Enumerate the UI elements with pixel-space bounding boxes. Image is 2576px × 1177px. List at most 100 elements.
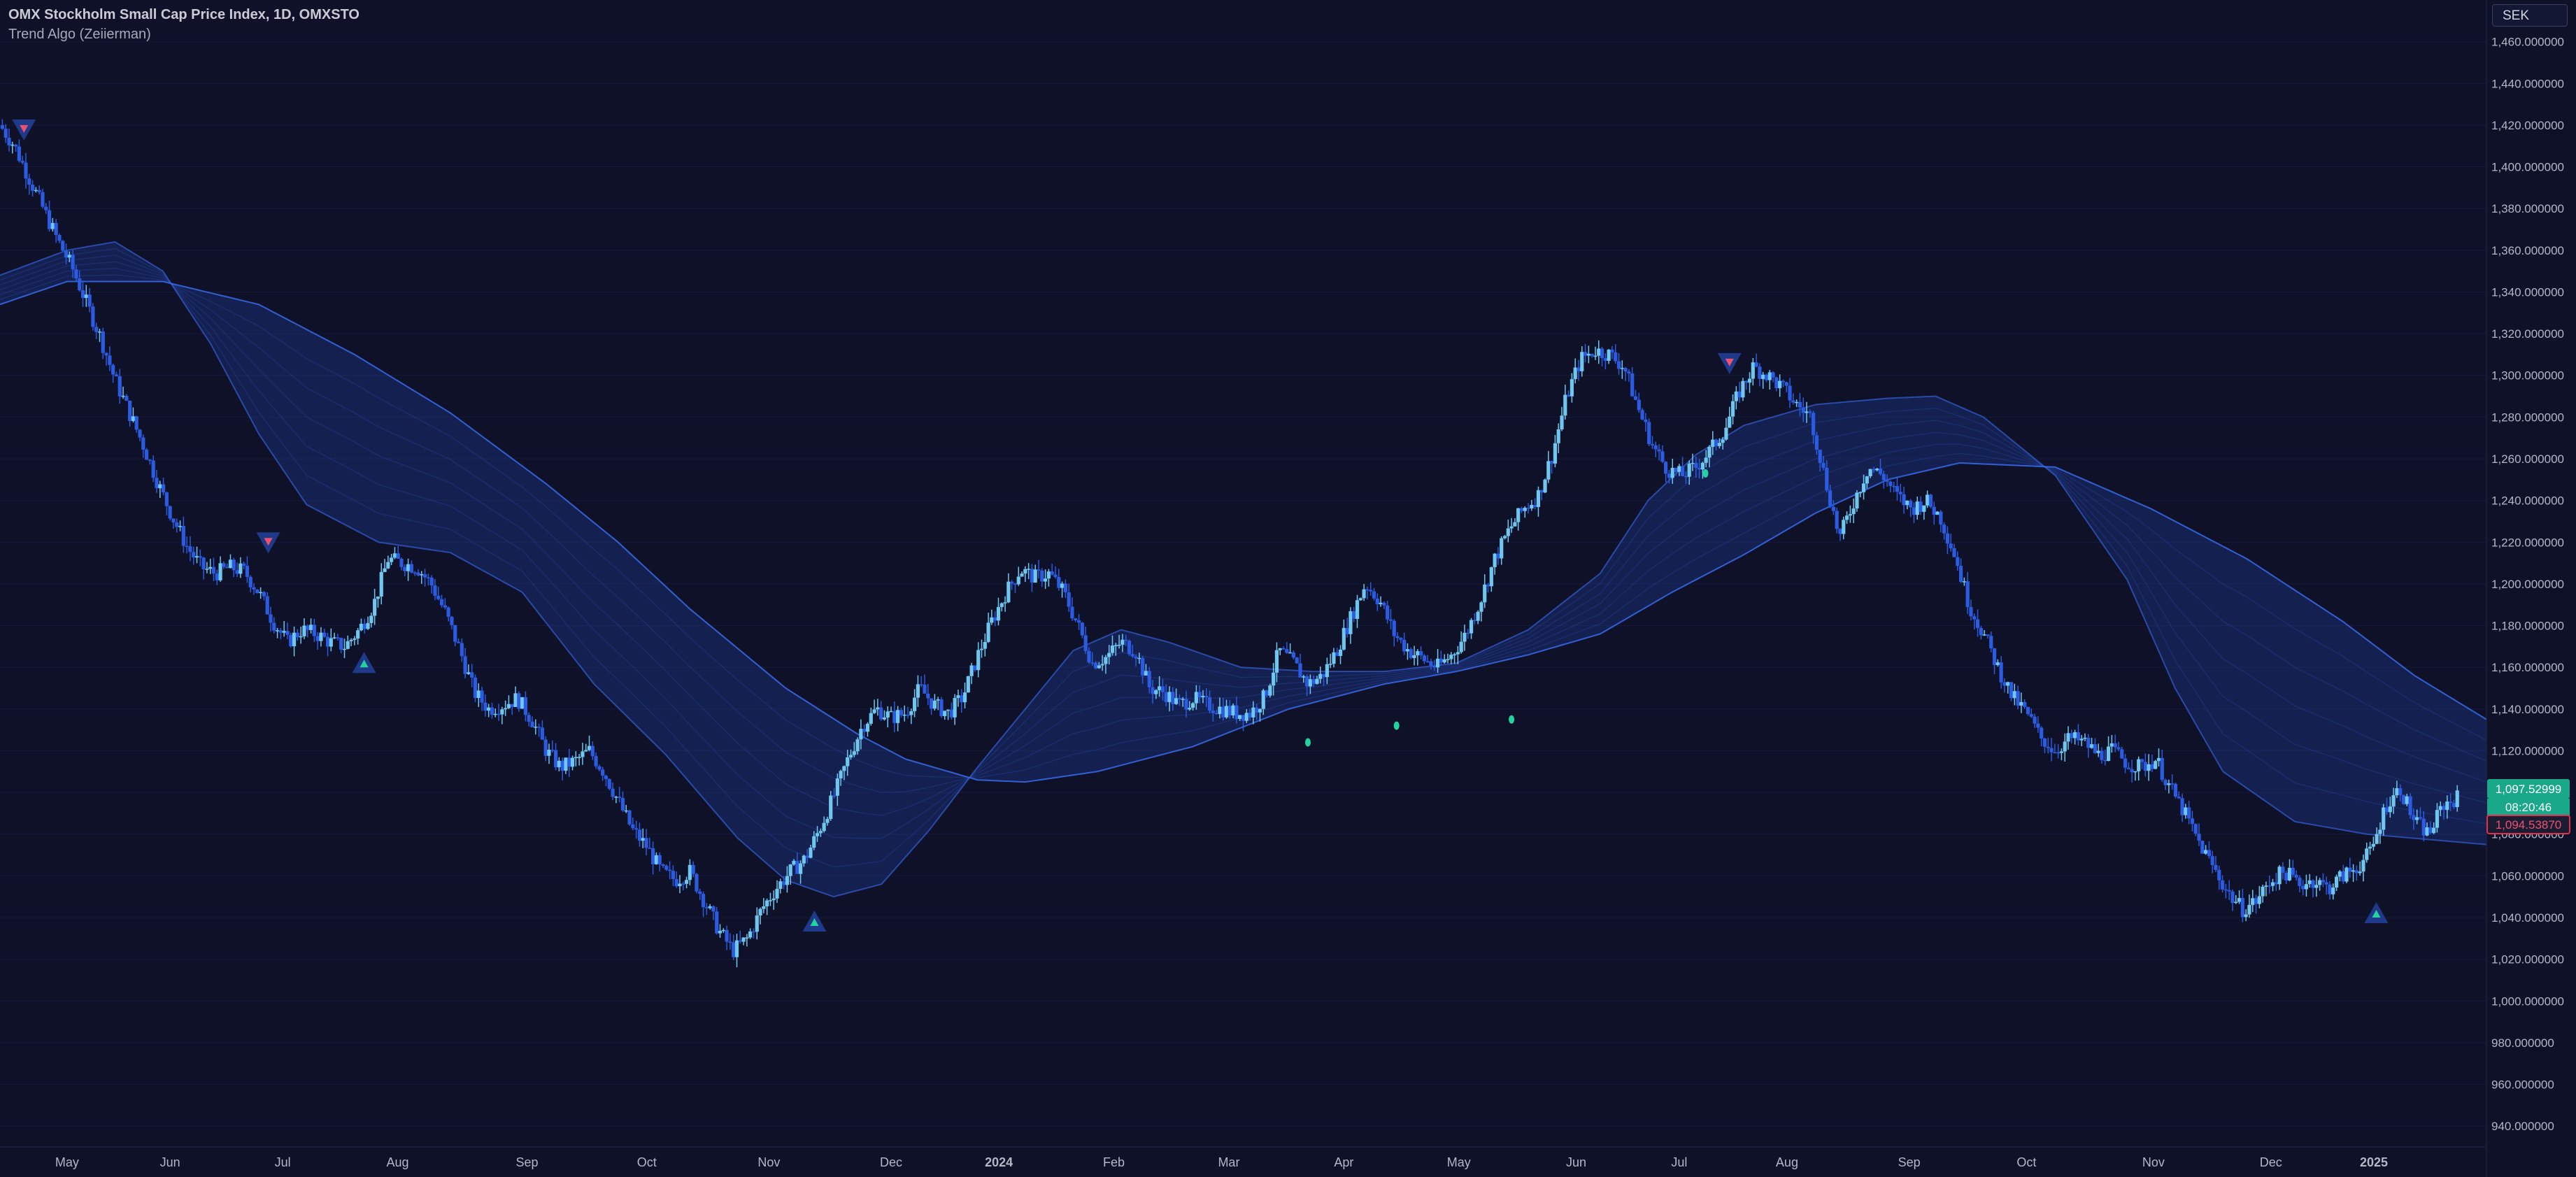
candle-body xyxy=(1513,522,1517,527)
candle-body xyxy=(201,557,206,569)
candle-body xyxy=(2147,764,2151,771)
candle-body xyxy=(164,492,169,506)
candle-body xyxy=(1486,584,1490,587)
candle-body xyxy=(2375,834,2379,844)
time-axis[interactable]: May Jun Jul Aug Sep Oct Nov Dec 2024 Feb Mar Apr May… xyxy=(55,1155,2388,1169)
candle-body xyxy=(1851,508,1856,515)
candle-body xyxy=(1117,644,1121,646)
candle-body xyxy=(2190,818,2195,825)
currency-button[interactable]: SEK xyxy=(2492,4,2568,27)
candle-body xyxy=(215,573,219,580)
sell-signal-icon xyxy=(264,538,273,546)
candle-body xyxy=(78,278,82,290)
indicator-legend[interactable]: Trend Algo (Zeiierman) xyxy=(8,27,151,42)
candle-body xyxy=(232,559,236,571)
candle-body xyxy=(158,484,162,489)
candle-body xyxy=(379,571,383,597)
candle-body xyxy=(1536,490,1541,508)
candle-body xyxy=(1694,462,1698,468)
candle-body xyxy=(567,757,571,767)
candle-body xyxy=(1892,485,1896,487)
candle-body xyxy=(695,873,699,892)
candle-body xyxy=(1332,652,1336,664)
candle-body xyxy=(1844,515,1849,520)
candle-body xyxy=(2103,759,2107,762)
candle-body xyxy=(2009,682,2014,699)
candle-body xyxy=(2421,818,2426,836)
candle-body xyxy=(1526,508,1530,509)
candle-body xyxy=(2180,798,2184,815)
candle-body xyxy=(1241,715,1246,721)
candle-body xyxy=(1375,598,1379,604)
candle-body xyxy=(1660,451,1665,462)
candle-body xyxy=(1154,690,1158,694)
candle-body xyxy=(2408,796,2412,815)
candle-body xyxy=(1956,557,1960,566)
candle-body xyxy=(1372,591,1376,599)
candle-body xyxy=(611,788,615,797)
candle-body xyxy=(577,757,581,758)
candle-body xyxy=(319,632,323,641)
candle-body xyxy=(1814,435,1819,450)
price-axis[interactable]: 1,460.000000 1,440.000000 1,420.000000 1,40… xyxy=(2491,36,2564,1134)
candle-body xyxy=(805,855,809,858)
candle-body xyxy=(1801,407,1805,413)
candle-body xyxy=(346,641,350,649)
candle-body xyxy=(604,776,609,780)
candle-body xyxy=(644,838,648,848)
candle-body xyxy=(205,569,209,570)
candle-body xyxy=(342,648,347,650)
candle-body xyxy=(1087,650,1091,663)
candle-body xyxy=(691,864,695,874)
candle-body xyxy=(1248,713,1252,718)
candle-body xyxy=(885,711,890,718)
candle-body xyxy=(295,632,299,638)
candle-body xyxy=(1791,400,1795,403)
x-tick-label: Sep xyxy=(515,1155,538,1169)
candle-body xyxy=(362,623,367,629)
candle-body xyxy=(500,709,504,715)
candle-body xyxy=(651,848,655,864)
candle-body xyxy=(2163,780,2168,785)
candle-body xyxy=(1952,548,1956,557)
candle-body xyxy=(2029,713,2033,717)
candle-body xyxy=(2193,824,2198,834)
candle-body xyxy=(390,557,394,562)
candle-body xyxy=(188,546,192,552)
candle-body xyxy=(1439,658,1443,663)
candle-body xyxy=(2382,807,2386,830)
candle-body xyxy=(1010,581,1014,584)
candle-body xyxy=(1627,371,1631,374)
candle-body xyxy=(983,641,987,649)
candle-body xyxy=(259,592,263,594)
candle-body xyxy=(721,929,725,932)
candle-body xyxy=(1100,664,1104,666)
candle-body xyxy=(1238,715,1242,720)
candle-body xyxy=(1861,483,1866,492)
candle-body xyxy=(1218,706,1222,714)
candle-body xyxy=(896,710,900,723)
level-label: 1,094.53870 xyxy=(2496,818,2562,832)
candle-body xyxy=(1358,598,1362,601)
candle-body xyxy=(2344,867,2349,882)
candle-body xyxy=(416,572,420,576)
candle-body xyxy=(1274,650,1279,673)
candle-body xyxy=(2154,761,2158,769)
symbol-title[interactable]: OMX Stockholm Small Cap Price Index, 1D,… xyxy=(8,7,360,22)
candle-body xyxy=(741,937,746,942)
x-tick-label: Nov xyxy=(2142,1155,2165,1169)
candle-body xyxy=(1975,619,1980,628)
candle-body xyxy=(1479,602,1483,612)
candle-body xyxy=(1435,658,1440,668)
candle-body xyxy=(1268,685,1272,696)
candle-body xyxy=(929,698,934,709)
candle-body xyxy=(1586,353,1591,356)
candle-body xyxy=(909,711,913,715)
candle-body xyxy=(2254,898,2258,904)
y-tick-label: 1,420.000000 xyxy=(2491,119,2564,132)
candle-body xyxy=(1164,692,1168,702)
candle-body xyxy=(1539,490,1544,493)
candle-body xyxy=(1325,664,1329,678)
candle-body xyxy=(1905,500,1909,506)
